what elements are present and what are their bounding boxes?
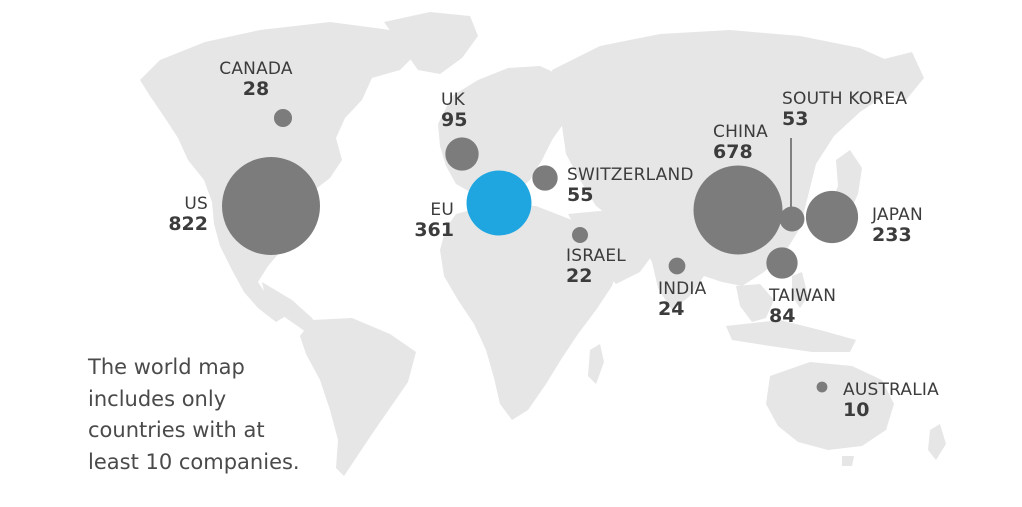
bubble-taiwan — [766, 247, 798, 279]
label-china-count: 678 — [713, 141, 753, 163]
greenland-land — [384, 12, 478, 74]
madagascar-land — [588, 344, 604, 384]
label-switzerland-count: 55 — [567, 184, 594, 206]
new-zealand-land — [928, 424, 946, 460]
label-uk-name: UK — [441, 90, 465, 110]
label-india-count: 24 — [658, 298, 685, 320]
label-eu-count: 361 — [414, 219, 454, 241]
label-eu-name: EU — [430, 200, 454, 220]
label-uk: UK 95 — [441, 92, 467, 130]
label-us-count: 822 — [168, 213, 208, 235]
label-australia: AUSTRALIA 10 — [843, 382, 939, 420]
label-taiwan: TAIWAN 84 — [769, 288, 836, 326]
label-uk-count: 95 — [441, 109, 468, 131]
southeast-asia-land — [736, 284, 774, 322]
label-australia-name: AUSTRALIA — [843, 380, 939, 400]
label-eu: EU 361 — [398, 202, 454, 240]
bubble-canada — [273, 108, 293, 128]
label-india: INDIA 24 — [658, 281, 706, 319]
bubble-india — [668, 257, 686, 275]
label-japan-name: JAPAN — [872, 205, 923, 225]
label-canada: CANADA 28 — [217, 61, 295, 99]
label-india-name: INDIA — [658, 279, 707, 299]
label-switzerland-name: SWITZERLAND — [567, 165, 694, 185]
indonesia-land — [726, 320, 856, 352]
label-israel: ISRAEL 22 — [566, 248, 626, 286]
label-taiwan-count: 84 — [769, 305, 796, 327]
south-america-land — [300, 318, 416, 476]
label-south-korea-name: SOUTH KOREA — [782, 89, 908, 109]
bubble-australia — [816, 381, 828, 393]
label-israel-name: ISRAEL — [566, 246, 626, 266]
bubble-china — [693, 165, 783, 255]
far-east-land — [880, 52, 924, 100]
tasmania-land — [842, 456, 854, 466]
label-japan-count: 233 — [872, 224, 912, 246]
label-israel-count: 22 — [566, 265, 593, 287]
label-canada-count: 28 — [242, 78, 270, 100]
bubble-israel — [571, 226, 589, 244]
bubble-eu — [466, 170, 532, 236]
country-bubbles — [222, 108, 859, 393]
label-china: CHINA 678 — [713, 124, 768, 162]
bubble-uk — [445, 137, 479, 171]
bubble-south-korea — [779, 206, 805, 232]
label-taiwan-name: TAIWAN — [769, 286, 837, 306]
map-footnote: The world map includes only countries wi… — [88, 355, 300, 474]
label-china-name: CHINA — [713, 122, 769, 142]
label-us: US 822 — [150, 196, 208, 234]
label-japan: JAPAN 233 — [872, 207, 923, 245]
label-australia-count: 10 — [843, 399, 870, 421]
label-switzerland: SWITZERLAND 55 — [567, 167, 694, 205]
bubble-us — [222, 157, 320, 255]
central-america-land — [262, 282, 320, 332]
africa-land — [440, 204, 620, 420]
philippines-land — [792, 272, 808, 308]
bubble-japan — [805, 190, 859, 244]
label-south-korea: SOUTH KOREA 53 — [782, 91, 907, 129]
bubble-switzerland — [532, 165, 558, 191]
label-canada-name: CANADA — [219, 59, 293, 79]
label-us-name: US — [184, 194, 208, 214]
australia-land — [766, 362, 894, 450]
label-south-korea-count: 53 — [782, 108, 809, 130]
